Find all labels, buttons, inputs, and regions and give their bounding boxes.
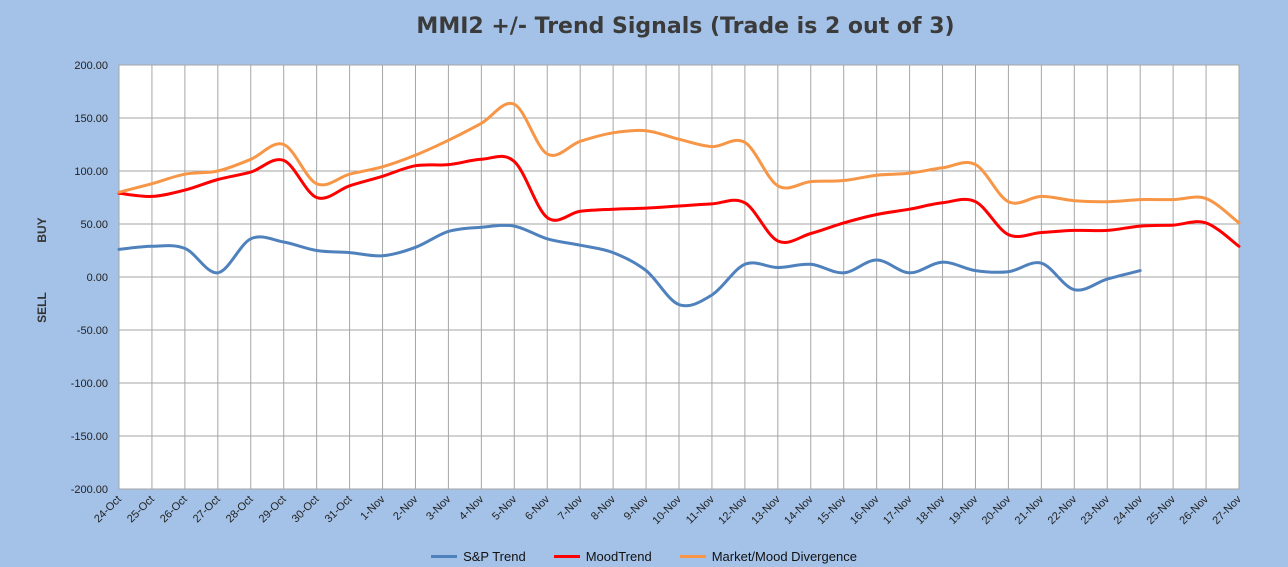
- y-tick-label: -200.00: [71, 484, 108, 496]
- series-line-divergence: [117, 101, 1241, 225]
- x-tick-label: 1-Nov: [358, 493, 388, 523]
- x-tick-label: 25-Oct: [125, 493, 157, 525]
- y-tick-label: 200.00: [74, 60, 108, 72]
- y-label-buy: BUY: [35, 217, 49, 242]
- y-tick-label: 150.00: [74, 113, 108, 125]
- x-tick-label: 25-Nov: [1145, 493, 1179, 527]
- legend-swatch-moodtrend: [553, 555, 580, 558]
- x-tick-label: 18-Nov: [914, 493, 948, 527]
- x-tick-label: 7-Nov: [556, 493, 586, 523]
- y-tick-label: 100.00: [74, 166, 108, 178]
- series-line-sp-trend: [117, 223, 1142, 308]
- x-tick-label: 26-Nov: [1177, 493, 1211, 527]
- x-tick-label: 24-Oct: [92, 493, 124, 525]
- x-tick-label: 17-Nov: [881, 493, 915, 527]
- x-tick-label: 4-Nov: [457, 493, 487, 523]
- legend-swatch-sp-trend: [431, 555, 458, 558]
- x-tick-label: 19-Nov: [947, 493, 981, 527]
- legend-label-sp-trend: S&P Trend: [463, 549, 526, 564]
- x-tick-label: 5-Nov: [490, 493, 520, 523]
- x-tick-label: 26-Oct: [158, 493, 190, 525]
- gridlines: [118, 64, 1240, 490]
- x-tick-label: 9-Nov: [622, 493, 652, 523]
- y-tick-label: -150.00: [71, 431, 108, 443]
- x-tick-label: 12-Nov: [716, 493, 750, 527]
- legend-item-sp-trend: S&P Trend: [431, 549, 526, 564]
- x-tick-label: 24-Nov: [1112, 493, 1146, 527]
- x-tick-label: 14-Nov: [782, 493, 816, 527]
- y-tick-label: 0.00: [87, 272, 108, 284]
- legend-label-divergence: Market/Mood Divergence: [711, 549, 857, 564]
- x-tick-label: 27-Nov: [1210, 493, 1244, 527]
- x-tick-label: 8-Nov: [589, 493, 619, 523]
- x-tick-label: 29-Oct: [257, 493, 289, 525]
- x-tick-label: 11-Nov: [684, 493, 717, 526]
- x-axis-ticks: 24-Oct 25-Oct 26-Oct 27-Oct 28-Oct 29-Oct 30-O…: [92, 493, 1244, 527]
- x-tick-label: 15-Nov: [815, 493, 849, 527]
- y-tick-label: -100.00: [71, 378, 108, 390]
- y-tick-label: 50.00: [80, 219, 108, 231]
- x-tick-label: 23-Nov: [1079, 493, 1113, 527]
- legend-swatch-divergence: [679, 555, 706, 558]
- chart-title: MMI2 +/- Trend Signals (Trade is 2 out o…: [416, 14, 955, 39]
- x-tick-label: 6-Nov: [523, 493, 553, 523]
- x-tick-label: 22-Nov: [1046, 493, 1080, 527]
- x-tick-label: 30-Oct: [290, 493, 322, 525]
- x-tick-label: 31-Oct: [323, 493, 355, 525]
- x-tick-label: 21-Nov: [1013, 493, 1047, 527]
- series-line-moodtrend: [117, 154, 1241, 248]
- x-tick-label: 20-Nov: [980, 493, 1014, 527]
- y-label-sell: SELL: [35, 292, 49, 323]
- x-tick-label: 13-Nov: [749, 493, 783, 527]
- y-axis-ticks: 200.00 150.00 100.00 50.00 0.00 -50.00 -100.00…: [71, 60, 108, 496]
- legend: S&P Trend MoodTrend Market/Mood Divergen…: [0, 549, 1288, 564]
- x-tick-label: 2-Nov: [391, 493, 421, 523]
- series-lines: [117, 101, 1241, 308]
- y-tick-label: -50.00: [77, 325, 108, 337]
- x-tick-label: 3-Nov: [424, 493, 454, 523]
- legend-item-divergence: Market/Mood Divergence: [679, 549, 857, 564]
- x-tick-label: 16-Nov: [848, 493, 882, 527]
- x-tick-label: 28-Oct: [224, 493, 256, 525]
- x-tick-label: 10-Nov: [650, 493, 684, 527]
- legend-label-moodtrend: MoodTrend: [585, 549, 652, 564]
- x-tick-label: 27-Oct: [191, 493, 223, 525]
- legend-item-moodtrend: MoodTrend: [553, 549, 652, 564]
